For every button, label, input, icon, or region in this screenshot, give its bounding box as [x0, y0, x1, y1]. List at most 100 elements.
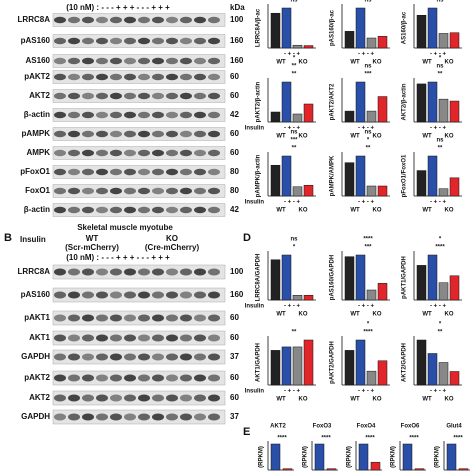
band — [54, 394, 66, 402]
kda-label: 160 — [230, 56, 244, 65]
band — [194, 334, 206, 342]
bar — [449, 177, 460, 197]
band — [110, 16, 122, 24]
y-axis-label: (RPKM) — [303, 446, 309, 468]
bar — [344, 162, 355, 197]
band — [82, 130, 94, 138]
band — [96, 111, 108, 119]
significance: ** — [438, 72, 443, 78]
band — [180, 73, 192, 81]
band — [180, 16, 192, 24]
band — [180, 149, 192, 157]
bar — [438, 188, 449, 197]
band — [124, 206, 136, 214]
significance: * — [293, 56, 296, 62]
significance: **** — [321, 436, 331, 442]
y-axis-label: AKT1/GAPDH — [256, 343, 262, 382]
y-axis-label: pAKT2/AKT2 — [330, 83, 336, 120]
blot-label: GAPDH — [21, 352, 50, 361]
bar — [355, 155, 366, 197]
chart-title: Glut4 — [446, 424, 462, 430]
band — [152, 73, 164, 81]
band — [166, 187, 178, 195]
band — [124, 413, 136, 421]
band — [166, 73, 178, 81]
band — [82, 268, 94, 276]
band — [180, 334, 192, 342]
band — [152, 111, 164, 119]
ko-label: KO — [373, 397, 382, 403]
blot-label: AKT2 — [29, 91, 50, 100]
significance: * — [439, 322, 442, 328]
bar — [270, 111, 281, 123]
wt-label: WT — [422, 312, 432, 318]
band — [96, 314, 108, 322]
band — [180, 168, 192, 176]
band — [194, 92, 206, 100]
significance: **** — [409, 436, 419, 442]
kda-label: 42 — [230, 110, 239, 119]
band — [194, 291, 206, 299]
wt-label: WT — [276, 397, 286, 403]
band — [208, 394, 220, 402]
y-axis-label: AKT2/β-actin — [402, 83, 408, 120]
band — [194, 187, 206, 195]
band — [208, 291, 220, 299]
bar — [377, 185, 388, 197]
blot-label: pAKT1 — [24, 313, 50, 322]
band — [208, 413, 220, 421]
band — [152, 291, 164, 299]
band — [138, 314, 150, 322]
bar — [438, 282, 449, 301]
band — [208, 206, 220, 214]
wt-label: WT — [422, 134, 432, 140]
wt-label: WT — [350, 397, 360, 403]
insulin-label: Insulin — [245, 126, 265, 132]
band — [208, 149, 220, 157]
band — [124, 374, 136, 382]
band — [194, 268, 206, 276]
bar — [292, 113, 303, 123]
insulin-signs: - + - + — [284, 304, 301, 310]
band — [194, 394, 206, 402]
band — [180, 268, 192, 276]
band — [180, 130, 192, 138]
bar — [438, 98, 449, 123]
band — [180, 374, 192, 382]
insulin-signs: - + - + — [358, 52, 375, 58]
bar — [292, 295, 303, 301]
significance: ** — [292, 146, 297, 152]
ko-sub: (Cre-mCherry) — [145, 243, 200, 252]
band — [68, 57, 80, 65]
bar — [292, 44, 303, 49]
band — [68, 130, 80, 138]
band — [166, 57, 178, 65]
bar — [344, 256, 355, 301]
band — [194, 149, 206, 157]
kda-label: 60 — [230, 129, 239, 138]
band — [110, 314, 122, 322]
band — [152, 353, 164, 361]
bar — [377, 283, 388, 301]
band — [124, 394, 136, 402]
bar — [270, 12, 281, 49]
bar — [449, 100, 460, 123]
band — [82, 206, 94, 214]
blot-label: LRRC8A — [18, 15, 51, 24]
significance: **** — [453, 436, 463, 442]
bar — [292, 186, 303, 197]
band — [194, 73, 206, 81]
bar — [427, 81, 438, 123]
insulin-signs: - + - + — [430, 126, 447, 132]
y-axis-label: (RPKM) — [347, 446, 353, 468]
bar — [303, 184, 314, 197]
band — [68, 394, 80, 402]
significance: ns — [364, 0, 372, 4]
band — [124, 92, 136, 100]
significance: **** — [363, 330, 373, 336]
y-axis-label: pAKT1/GAPDH — [402, 256, 408, 299]
band — [138, 268, 150, 276]
band — [152, 206, 164, 214]
band — [82, 394, 94, 402]
